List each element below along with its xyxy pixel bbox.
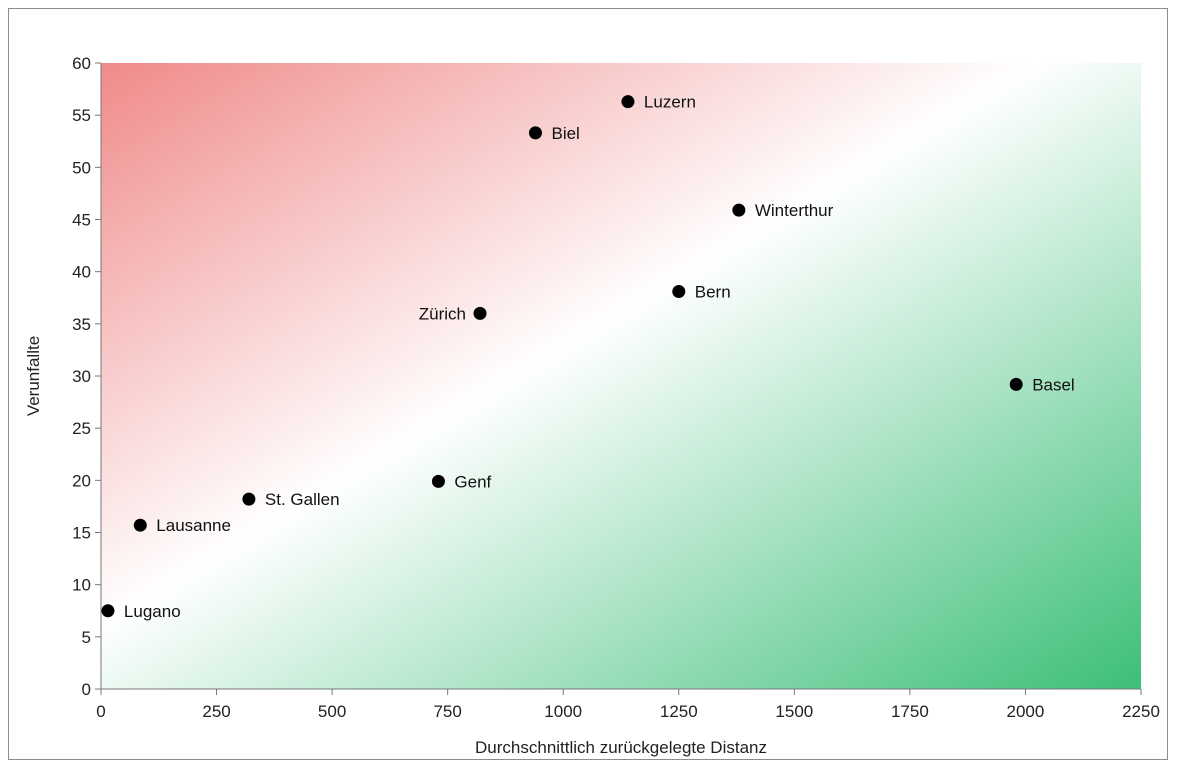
- x-tick-label: 250: [202, 702, 230, 721]
- point-label: Winterthur: [755, 201, 834, 220]
- scatter-chart: 0 5 10 15 20 25 30 35 40 45 50 55 60 0 250 500 750 1000 12…: [24, 54, 1160, 757]
- point-label: Zürich: [419, 304, 466, 323]
- x-tick-label: 500: [318, 702, 346, 721]
- x-tick-label: 2250: [1122, 702, 1160, 721]
- x-axis-title: Durchschnittlich zurückgelegte Distanz: [475, 738, 767, 757]
- point-label: Biel: [551, 124, 579, 143]
- point-label: Bern: [695, 282, 731, 301]
- y-axis-title: Verunfallte: [24, 336, 43, 416]
- y-tick-label: 60: [72, 54, 91, 73]
- data-point: [242, 492, 256, 506]
- data-point: [431, 474, 445, 488]
- data-point: [473, 306, 487, 320]
- y-tick-label: 55: [72, 106, 91, 125]
- y-tick-label: 15: [72, 524, 91, 543]
- point-label: Lugano: [124, 602, 181, 621]
- plot-background: [101, 63, 1141, 689]
- y-tick-label: 30: [72, 367, 91, 386]
- x-tick-label: 1000: [544, 702, 582, 721]
- data-point: [528, 126, 542, 140]
- x-tick-label: 750: [433, 702, 461, 721]
- x-tick-label: 2000: [1007, 702, 1045, 721]
- y-tick-label: 20: [72, 471, 91, 490]
- x-tick-label: 1750: [891, 702, 929, 721]
- data-point: [133, 518, 147, 532]
- point-label: Basel: [1032, 375, 1075, 394]
- y-tick-label: 25: [72, 419, 91, 438]
- x-tick-label: 1500: [775, 702, 813, 721]
- x-tick-label: 1250: [660, 702, 698, 721]
- y-tick-label: 0: [82, 680, 91, 699]
- y-tick-label: 45: [72, 211, 91, 230]
- point-label: Luzern: [644, 93, 696, 112]
- point-label: Lausanne: [156, 516, 231, 535]
- chart-frame: 0 5 10 15 20 25 30 35 40 45 50 55 60 0 250 500 750 1000 12…: [8, 8, 1168, 760]
- data-point: [1009, 377, 1023, 391]
- y-tick-label: 5: [82, 628, 91, 647]
- data-point: [732, 203, 746, 217]
- data-points: Lugano Lausanne St. Gallen Genf Zürich Biel Lu…: [101, 93, 1075, 621]
- point-label: Genf: [454, 472, 491, 491]
- y-tick-label: 50: [72, 158, 91, 177]
- y-tick-label: 35: [72, 315, 91, 334]
- y-tick-label: 10: [72, 576, 91, 595]
- point-label: St. Gallen: [265, 490, 340, 509]
- data-point: [672, 284, 686, 298]
- y-tick-label: 40: [72, 263, 91, 282]
- data-point: [621, 95, 635, 109]
- x-tick-label: 0: [96, 702, 105, 721]
- data-point: [101, 604, 115, 618]
- axes: 0 5 10 15 20 25 30 35 40 45 50 55 60 0 250 500 750 1000 12…: [72, 54, 1160, 721]
